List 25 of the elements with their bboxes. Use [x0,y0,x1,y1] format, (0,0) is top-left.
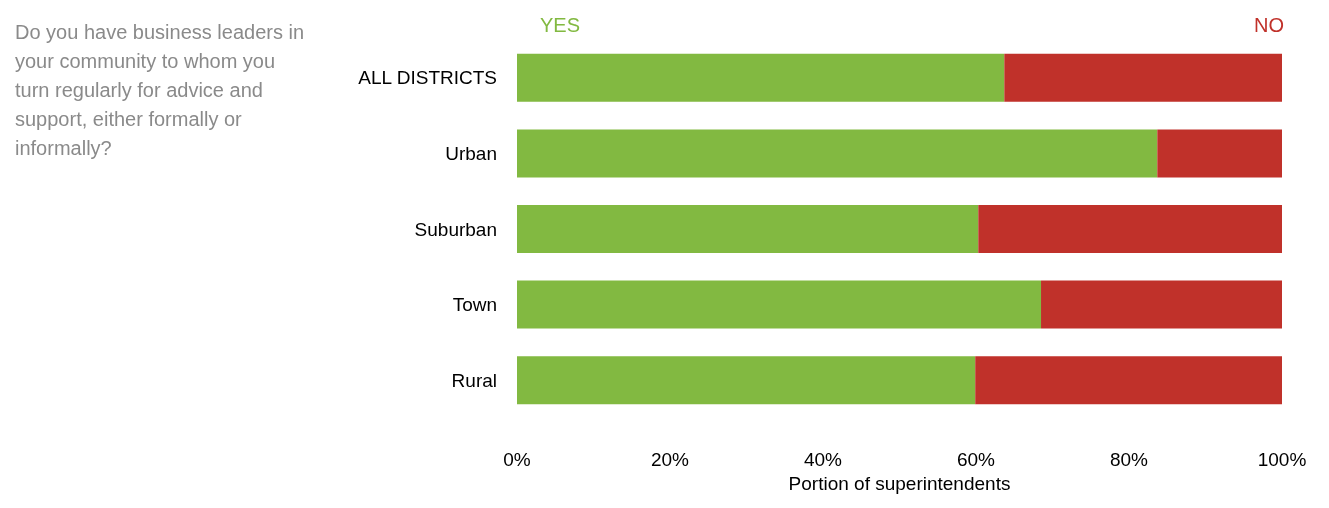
bar [517,280,1042,329]
bar [517,129,1158,178]
y-tick-label: Suburban [414,218,497,240]
y-tick-label: Urban [445,142,497,164]
y-tick-label: ALL DISTRICTS [358,67,497,89]
bar [517,356,976,405]
y-tick-label: Town [452,294,497,316]
text: Do you have business leaders in your community to whom you turn regularly for advice and support, either formally or informally? [15,20,310,159]
x-tick-label: 60% [956,449,996,470]
x-tick-label: 40% [803,449,843,470]
y-tick-label: Rural [451,369,497,391]
x-axis-title: Portion of superintendents [788,472,1011,494]
x-tick-label: 20% [650,449,690,470]
series-label: YES [540,14,581,36]
series-label: NO [1254,14,1284,36]
x-tick-label: 80% [1109,449,1149,470]
bar [975,356,1282,405]
bar [978,205,1282,253]
bar [517,205,979,253]
bar [1004,53,1282,102]
x-tick-label: 100% [1257,449,1307,470]
x-tick-label: 0% [503,449,531,470]
bar [1041,280,1282,329]
bar [1157,129,1282,178]
bar [517,53,1005,102]
